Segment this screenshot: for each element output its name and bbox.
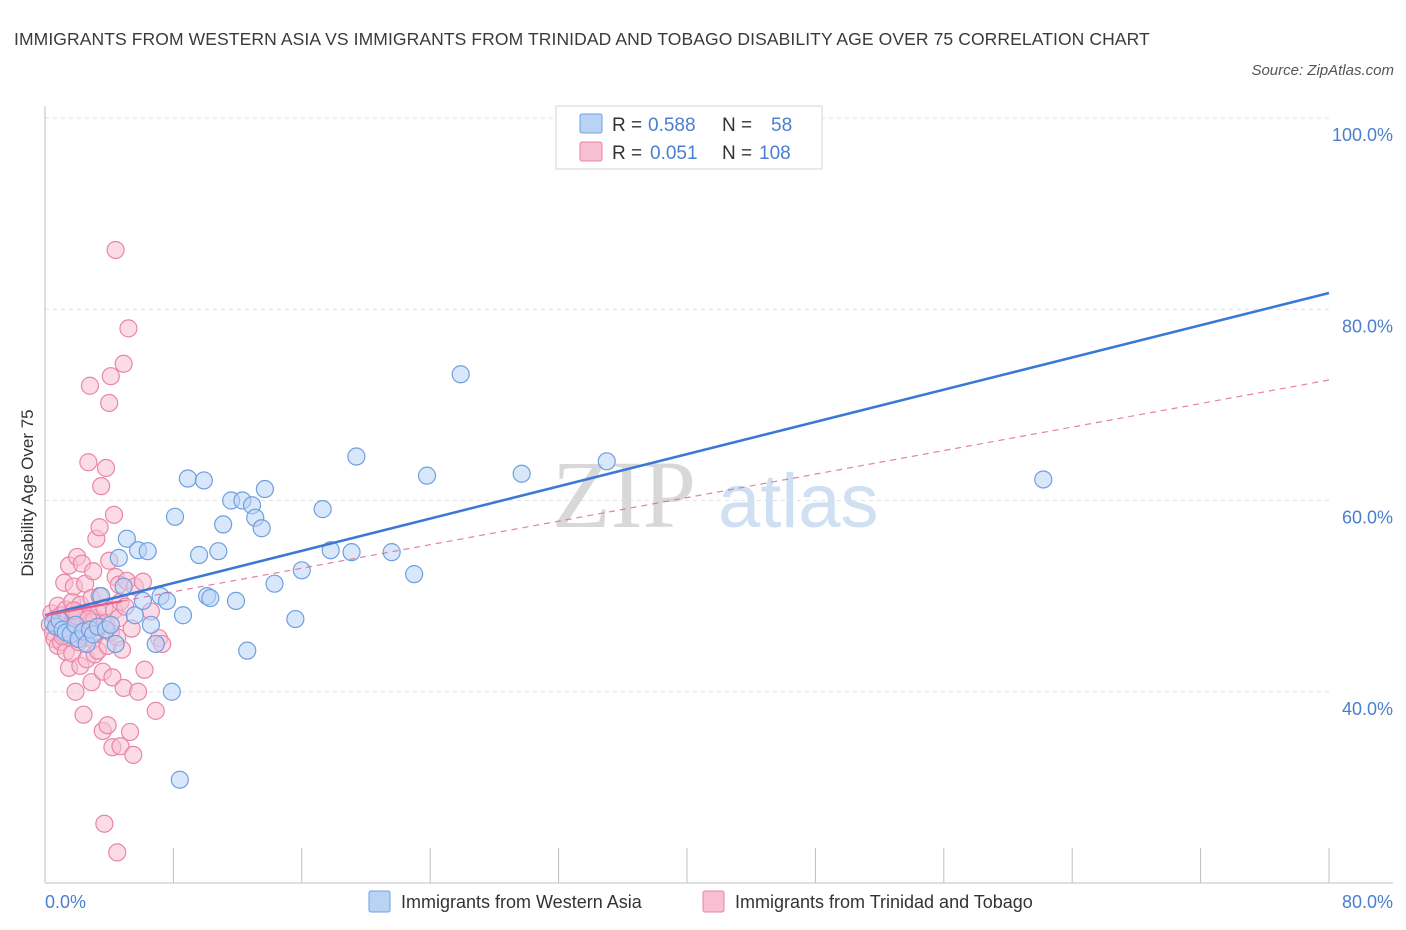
legend-blue-n-value: 58 (771, 115, 792, 136)
data-point-trinidad (108, 843, 127, 862)
legend-bottom: Immigrants from Western Asia Immigrants … (368, 890, 1033, 913)
data-point-trinidad (133, 572, 153, 591)
data-point-trinidad (128, 682, 148, 701)
data-point-western-asia (138, 542, 157, 561)
legend-top: R = 0.588 N = 58 R = 0.051 N = 108 (555, 105, 823, 170)
data-point-trinidad (80, 376, 100, 395)
data-point-western-asia (117, 529, 136, 548)
data-point-western-asia (252, 519, 271, 538)
chart-title: IMMIGRANTS FROM WESTERN ASIA VS IMMIGRAN… (14, 29, 1150, 49)
y-tick-label: 80.0% (1342, 316, 1393, 336)
legend-blue-swatch (579, 113, 603, 134)
data-point-western-asia (189, 545, 209, 565)
legend-pink-n-label: N = (722, 143, 752, 164)
axes (44, 106, 1393, 884)
data-point-trinidad (98, 716, 117, 735)
watermark-atlas: atlas (718, 459, 879, 544)
legend-pink-r-label: R = (612, 143, 642, 164)
data-point-western-asia (106, 634, 125, 654)
legend-pink-n-value: 108 (759, 143, 791, 164)
data-point-western-asia (347, 447, 366, 466)
data-point-western-asia (125, 606, 144, 625)
data-point-trinidad (146, 701, 165, 720)
x-tick-labels: 0.0% 80.0% (45, 892, 1393, 912)
data-point-trinidad (104, 505, 124, 524)
data-point-western-asia (313, 500, 332, 519)
trend-line-western-asia (44, 291, 1330, 617)
data-point-western-asia (165, 507, 185, 526)
data-point-western-asia (292, 561, 311, 580)
data-point-western-asia (141, 615, 161, 634)
data-point-western-asia (114, 577, 133, 596)
y-tick-labels: 40.0% 60.0% 80.0% 100.0% (1332, 125, 1393, 719)
legend-pink-r-value: 0.051 (650, 143, 698, 164)
data-point-trinidad (114, 354, 133, 373)
y-axis-title: Disability Age Over 75 (18, 409, 37, 576)
legend-bottom-blue-label: Immigrants from Western Asia (401, 892, 643, 912)
legend-bottom-pink-swatch (702, 890, 725, 913)
data-point-western-asia (194, 471, 213, 490)
data-point-western-asia (214, 515, 233, 534)
data-point-western-asia (173, 606, 193, 625)
data-point-western-asia (417, 466, 437, 485)
data-point-trinidad (103, 668, 122, 687)
data-point-western-asia (512, 464, 531, 483)
data-point-trinidad (79, 453, 98, 472)
data-point-western-asia (342, 543, 361, 562)
data-point-trinidad (82, 673, 101, 692)
data-point-western-asia (178, 469, 197, 488)
data-point-western-asia (321, 541, 340, 560)
y-tick-label: 60.0% (1342, 508, 1393, 528)
data-point-western-asia (238, 641, 257, 660)
data-point-western-asia (255, 479, 274, 499)
data-point-western-asia (157, 591, 177, 611)
trend-lines (44, 291, 1330, 617)
data-point-western-asia (1034, 470, 1053, 489)
data-point-western-asia (382, 543, 401, 562)
data-point-trinidad (96, 458, 116, 478)
legend-bottom-blue-swatch (368, 890, 391, 913)
data-point-western-asia (201, 588, 220, 608)
x-tick-label: 0.0% (45, 892, 86, 912)
legend-bottom-pink-label: Immigrants from Trinidad and Tobago (735, 892, 1033, 912)
data-point-western-asia (146, 634, 165, 654)
legend-blue-r-value: 0.588 (648, 115, 696, 136)
data-point-trinidad (124, 745, 143, 764)
data-point-trinidad (111, 737, 130, 756)
data-point-trinidad (95, 814, 114, 833)
data-point-western-asia (133, 591, 153, 611)
data-point-western-asia (286, 609, 305, 629)
data-point-trinidad (106, 240, 125, 260)
data-point-trinidad (120, 722, 140, 742)
data-point-trinidad (92, 477, 111, 496)
series-western-asia-points (43, 365, 1053, 789)
y-tick-label: 100.0% (1332, 125, 1393, 145)
data-point-western-asia (109, 548, 128, 567)
data-point-trinidad (101, 367, 120, 386)
data-point-western-asia (162, 682, 181, 701)
trend-line-trinidad-solid (44, 600, 123, 617)
data-point-western-asia (451, 365, 470, 384)
legend-blue-r-label: R = (612, 115, 642, 136)
legend-blue-n-label: N = (722, 115, 752, 136)
data-point-trinidad (119, 319, 138, 338)
data-point-trinidad (135, 660, 154, 679)
y-tick-label: 40.0% (1342, 699, 1393, 719)
data-point-western-asia (597, 452, 616, 471)
data-point-trinidad (84, 562, 103, 581)
data-point-western-asia (101, 615, 120, 634)
data-point-trinidad (66, 682, 85, 701)
data-point-western-asia (265, 574, 284, 593)
data-point-western-asia (209, 542, 228, 561)
legend-pink-swatch (579, 141, 603, 162)
data-point-western-asia (226, 591, 246, 611)
data-point-trinidad (90, 518, 109, 537)
data-point-trinidad (74, 705, 93, 724)
data-point-trinidad (100, 393, 119, 413)
source-label: Source: ZipAtlas.com (1251, 62, 1394, 79)
data-point-western-asia (405, 565, 424, 584)
x-tick-label: 80.0% (1342, 892, 1393, 912)
data-point-western-asia (170, 770, 189, 789)
